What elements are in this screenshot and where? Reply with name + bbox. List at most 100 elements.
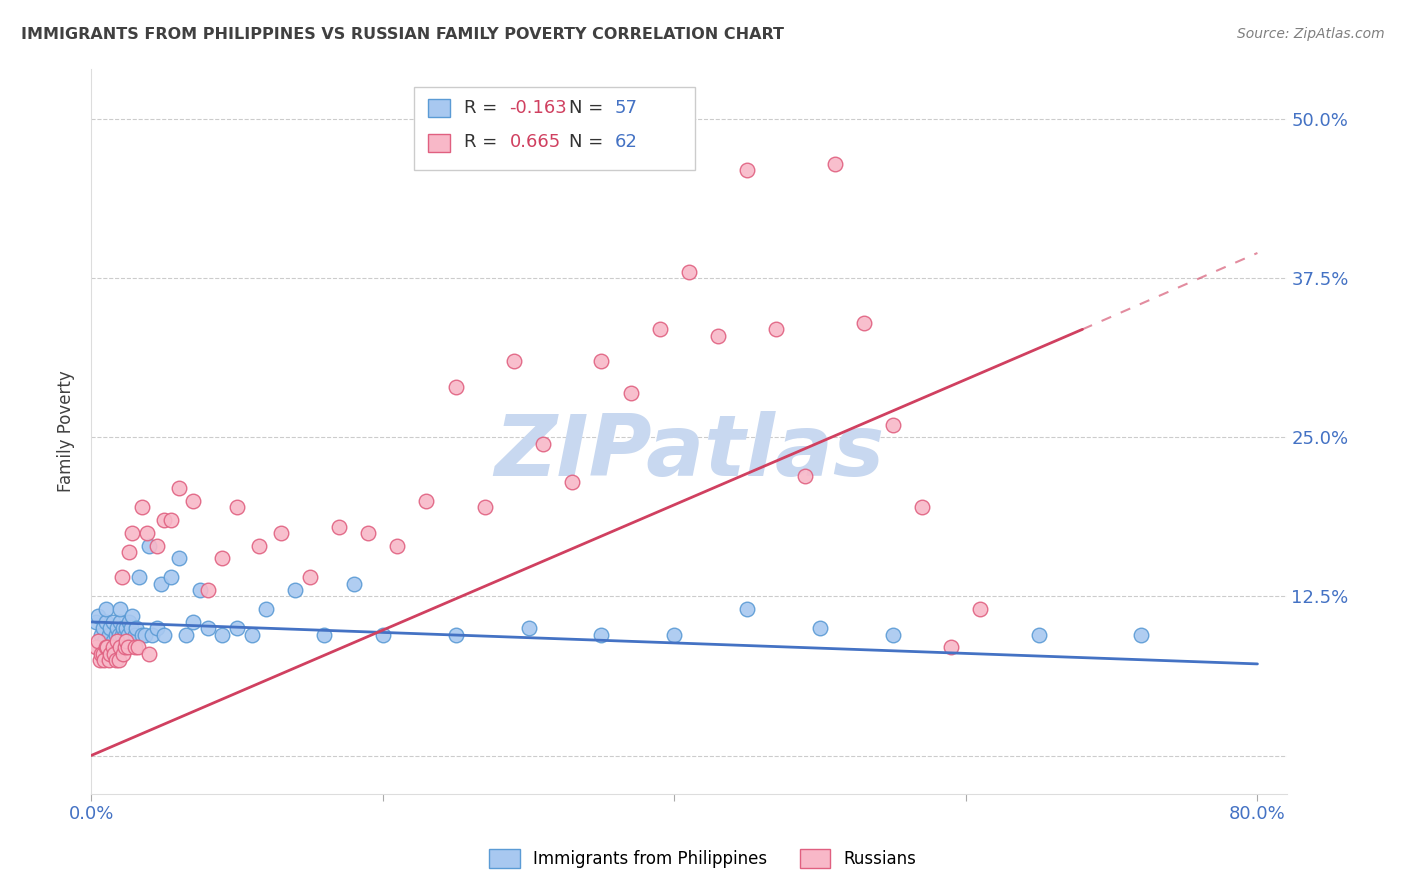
Point [145, 621, 167, 635]
Point [114, 627, 136, 641]
Point [160, 513, 183, 527]
Point [619, 386, 641, 401]
Point [444, 379, 467, 393]
Point [794, 468, 817, 483]
Point [342, 576, 364, 591]
Text: Source: ZipAtlas.com: Source: ZipAtlas.com [1237, 27, 1385, 41]
Point [174, 627, 197, 641]
Text: R =: R = [464, 99, 503, 117]
Point [415, 494, 437, 508]
Point [124, 627, 146, 641]
Point [111, 570, 134, 584]
Point [181, 615, 204, 629]
Text: IMMIGRANTS FROM PHILIPPINES VS RUSSIAN FAMILY POVERTY CORRELATION CHART: IMMIGRANTS FROM PHILIPPINES VS RUSSIAN F… [21, 27, 785, 42]
Point [104, 627, 127, 641]
Point [211, 627, 233, 641]
Point [197, 583, 219, 598]
Point [153, 513, 176, 527]
Point [90, 647, 112, 661]
Point [153, 627, 176, 641]
Point [101, 615, 124, 629]
Point [117, 640, 139, 655]
Point [101, 640, 124, 655]
Point [131, 627, 153, 641]
Text: -0.163: -0.163 [509, 99, 567, 117]
Text: N =: N = [569, 134, 609, 152]
Point [167, 481, 190, 495]
Point [735, 602, 758, 616]
Point [247, 539, 270, 553]
Text: ZIPatlas: ZIPatlas [494, 411, 884, 494]
Point [115, 621, 138, 635]
Point [104, 653, 127, 667]
Point [197, 621, 219, 635]
Point [125, 621, 148, 635]
Point [444, 627, 467, 641]
Point [90, 627, 112, 641]
Point [145, 539, 167, 553]
Point [765, 322, 787, 336]
Point [911, 500, 934, 515]
Point [941, 640, 963, 655]
FancyBboxPatch shape [429, 99, 450, 117]
Point [134, 627, 156, 641]
Text: 62: 62 [614, 134, 638, 152]
FancyBboxPatch shape [413, 87, 695, 170]
Point [105, 634, 128, 648]
Point [226, 500, 249, 515]
Point [121, 608, 143, 623]
Point [254, 602, 277, 616]
Point [108, 653, 131, 667]
Point [190, 583, 212, 598]
Point [135, 525, 157, 540]
Point [110, 602, 132, 616]
Point [648, 322, 671, 336]
Point [89, 653, 111, 667]
Point [735, 163, 758, 178]
Point [128, 570, 150, 584]
Point [1129, 627, 1152, 641]
Point [121, 525, 143, 540]
Point [131, 500, 153, 515]
Point [824, 157, 846, 171]
Point [561, 475, 583, 489]
Point [503, 354, 526, 368]
Point [94, 615, 117, 629]
Point [270, 525, 292, 540]
Point [138, 539, 160, 553]
Point [882, 627, 904, 641]
Point [240, 627, 263, 641]
Point [108, 627, 131, 641]
Point [120, 621, 142, 635]
Text: 57: 57 [614, 99, 638, 117]
Point [114, 640, 136, 655]
Point [226, 621, 249, 635]
Point [93, 634, 115, 648]
Point [150, 576, 173, 591]
Point [97, 627, 120, 641]
Point [94, 640, 117, 655]
Point [969, 602, 991, 616]
Point [84, 615, 107, 629]
Point [127, 640, 149, 655]
Point [160, 570, 183, 584]
Point [112, 647, 135, 661]
Point [181, 494, 204, 508]
Point [110, 640, 132, 655]
Point [707, 328, 730, 343]
Point [87, 608, 110, 623]
Point [314, 627, 336, 641]
Point [211, 551, 233, 566]
Point [94, 602, 117, 616]
Point [124, 640, 146, 655]
FancyBboxPatch shape [429, 134, 450, 152]
Legend: Immigrants from Philippines, Russians: Immigrants from Philippines, Russians [482, 843, 924, 875]
Point [98, 621, 121, 635]
Point [84, 640, 107, 655]
Point [97, 653, 120, 667]
Point [808, 621, 831, 635]
Point [93, 653, 115, 667]
Point [105, 621, 128, 635]
Point [474, 500, 496, 515]
Point [591, 627, 613, 641]
